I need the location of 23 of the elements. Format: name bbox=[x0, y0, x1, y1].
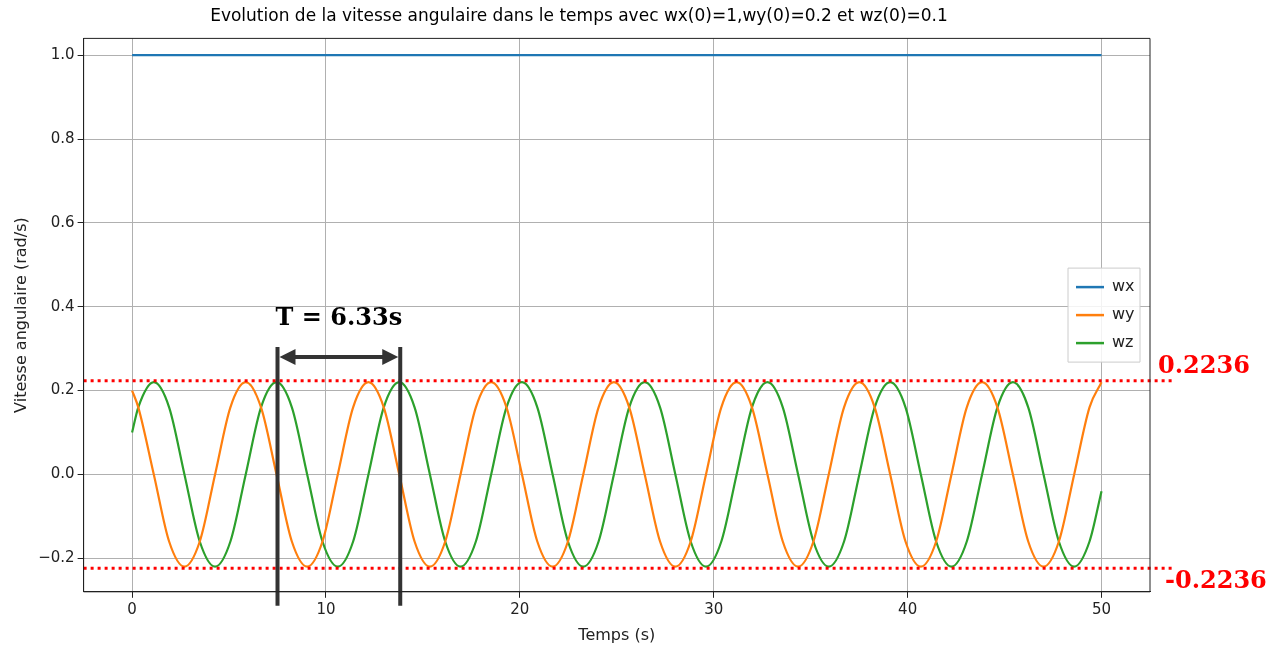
x-tick-label: 40 bbox=[898, 599, 918, 618]
x-axis-title: Temps (s) bbox=[577, 624, 656, 644]
y-tick-label: 0.2 bbox=[50, 380, 75, 399]
chart-title: Evolution de la vitesse angulaire dans le temps avec wx(0)=1,wy(0)=0.2 et wz(0)=0.1 bbox=[210, 4, 948, 25]
line-series bbox=[131, 381, 1103, 568]
y-tick-label: 0.0 bbox=[50, 464, 75, 483]
legend-label: wy bbox=[1112, 304, 1135, 324]
annotation: T = 6.33s bbox=[275, 302, 403, 332]
ref-line-label: 0.2236 bbox=[1158, 349, 1250, 379]
x-tick-label: 0 bbox=[127, 599, 137, 618]
x-tick-label: 30 bbox=[704, 599, 724, 618]
ref-line-label: -0.2236 bbox=[1165, 565, 1267, 595]
x-tick-label: 10 bbox=[316, 599, 336, 618]
x-tick-label: 50 bbox=[1091, 599, 1112, 618]
y-tick-label: 1.0 bbox=[50, 45, 75, 64]
y-tick-label: 0.4 bbox=[50, 296, 75, 315]
y-tick-label: −0.2 bbox=[38, 548, 75, 567]
x-tick-label: 20 bbox=[510, 599, 530, 618]
y-tick-label: 0.6 bbox=[50, 212, 75, 231]
legend-label: wz bbox=[1112, 332, 1134, 352]
legend-label: wx bbox=[1112, 276, 1135, 296]
y-axis-title: Vitesse angulaire (rad/s) bbox=[10, 217, 30, 413]
y-tick-label: 0.8 bbox=[50, 128, 75, 147]
